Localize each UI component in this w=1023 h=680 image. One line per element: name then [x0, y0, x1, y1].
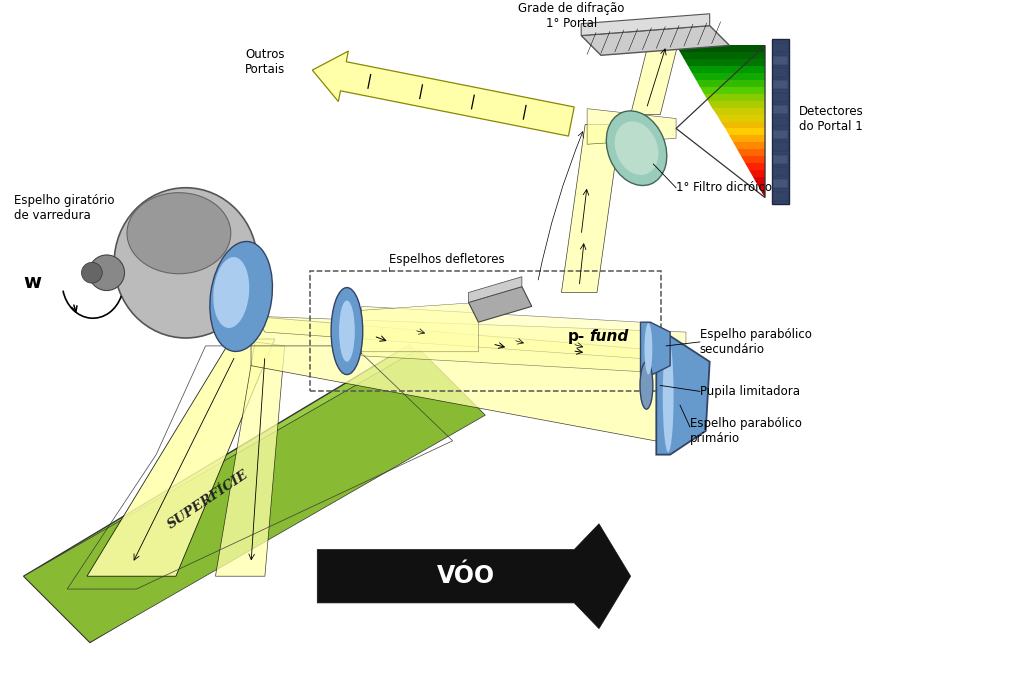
Polygon shape: [712, 107, 765, 115]
Ellipse shape: [339, 301, 355, 362]
Polygon shape: [469, 286, 532, 322]
Polygon shape: [728, 135, 765, 142]
Polygon shape: [772, 39, 789, 203]
Polygon shape: [469, 277, 522, 303]
Polygon shape: [773, 68, 788, 77]
Ellipse shape: [640, 362, 653, 409]
Polygon shape: [684, 59, 765, 66]
Ellipse shape: [82, 262, 102, 283]
Polygon shape: [773, 44, 788, 52]
Polygon shape: [761, 190, 765, 198]
Polygon shape: [581, 14, 710, 35]
Polygon shape: [773, 80, 788, 89]
Polygon shape: [657, 336, 710, 455]
Text: Espelho parabólico
secundário: Espelho parabólico secundário: [700, 328, 811, 356]
Polygon shape: [216, 342, 284, 576]
Text: p-: p-: [568, 328, 584, 343]
Ellipse shape: [210, 241, 272, 352]
Polygon shape: [693, 73, 765, 80]
Ellipse shape: [213, 257, 250, 328]
Text: VÓO: VÓO: [437, 564, 494, 588]
Polygon shape: [562, 124, 621, 292]
Polygon shape: [701, 87, 765, 94]
Polygon shape: [773, 93, 788, 102]
Ellipse shape: [115, 188, 258, 338]
Ellipse shape: [663, 339, 673, 452]
Polygon shape: [720, 122, 765, 129]
Polygon shape: [773, 192, 788, 201]
Ellipse shape: [127, 192, 231, 274]
Text: fund: fund: [589, 328, 628, 343]
Polygon shape: [773, 118, 788, 126]
Polygon shape: [630, 35, 680, 115]
Text: Grade de difração
1° Portal: Grade de difração 1° Portal: [518, 2, 624, 30]
Polygon shape: [688, 66, 765, 73]
Text: w: w: [24, 273, 42, 292]
Polygon shape: [24, 345, 476, 643]
Text: Espelho giratório
de varredura: Espelho giratório de varredura: [13, 194, 115, 222]
Polygon shape: [581, 26, 729, 55]
Text: Outros
Portais: Outros Portais: [244, 48, 284, 76]
Ellipse shape: [615, 122, 659, 175]
Polygon shape: [676, 46, 765, 52]
Polygon shape: [680, 52, 765, 59]
Polygon shape: [753, 177, 765, 184]
Ellipse shape: [644, 323, 653, 375]
Polygon shape: [773, 167, 788, 176]
Polygon shape: [251, 316, 676, 445]
Ellipse shape: [607, 111, 667, 186]
Text: Espelho parabólico
primário: Espelho parabólico primário: [690, 417, 802, 445]
Text: Espelhos defletores: Espelhos defletores: [390, 254, 505, 267]
Polygon shape: [87, 339, 275, 576]
Polygon shape: [587, 109, 676, 144]
Polygon shape: [773, 130, 788, 139]
Polygon shape: [24, 349, 485, 643]
Polygon shape: [741, 156, 765, 163]
Polygon shape: [697, 80, 765, 87]
Polygon shape: [773, 180, 788, 188]
Polygon shape: [737, 149, 765, 156]
Polygon shape: [745, 163, 765, 170]
Polygon shape: [757, 184, 765, 190]
Polygon shape: [724, 129, 765, 135]
Ellipse shape: [331, 288, 363, 375]
Polygon shape: [709, 101, 765, 107]
Text: Detectores
do Portal 1: Detectores do Portal 1: [799, 105, 863, 133]
Polygon shape: [362, 303, 479, 352]
Text: Pupila limitadora: Pupila limitadora: [700, 385, 800, 398]
Polygon shape: [749, 170, 765, 177]
Bar: [310, 271, 661, 392]
FancyArrow shape: [312, 51, 574, 136]
Polygon shape: [732, 142, 765, 149]
Polygon shape: [773, 154, 788, 163]
Text: 1° Filtro dicróico: 1° Filtro dicróico: [676, 182, 772, 194]
Polygon shape: [773, 105, 788, 114]
Text: SUPERFÍCIE: SUPERFÍCIE: [166, 469, 252, 532]
Polygon shape: [716, 115, 765, 122]
Polygon shape: [640, 322, 670, 375]
Polygon shape: [773, 56, 788, 65]
Polygon shape: [773, 142, 788, 151]
Polygon shape: [362, 307, 640, 371]
Polygon shape: [255, 316, 686, 362]
Polygon shape: [317, 524, 630, 628]
Ellipse shape: [89, 255, 125, 290]
Polygon shape: [705, 94, 765, 101]
